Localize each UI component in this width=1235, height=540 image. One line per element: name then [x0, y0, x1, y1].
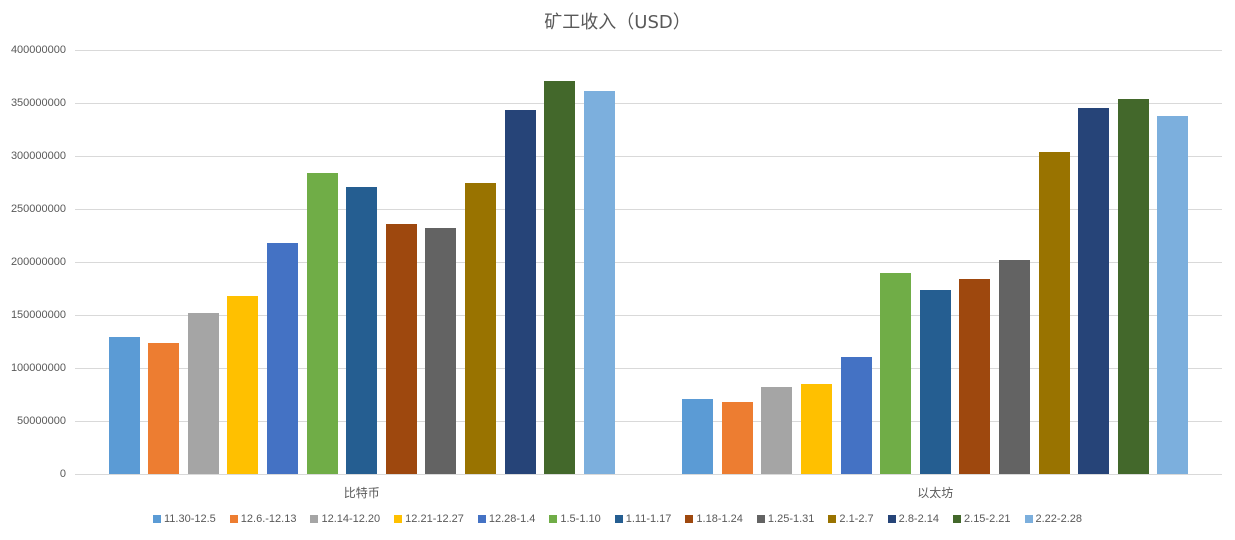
bar — [583, 91, 615, 474]
legend-swatch-icon — [549, 515, 558, 523]
bar — [1157, 115, 1189, 474]
legend-swatch-icon — [614, 515, 623, 523]
bar — [385, 223, 417, 474]
legend-item: 1.25-1.31 — [756, 513, 815, 525]
legend-label: 1.18-1.24 — [696, 513, 743, 525]
legend-item: 12.14-12.20 — [310, 513, 380, 525]
bar — [346, 186, 378, 474]
chart-title: 矿工收入（USD） — [544, 12, 691, 33]
legend-item: 11.30-12.5 — [153, 513, 216, 525]
gridline — [75, 262, 1222, 263]
bar — [465, 182, 497, 474]
legend-label: 12.6.-12.13 — [240, 513, 297, 525]
legend-label: 11.30-12.5 — [164, 513, 216, 525]
bar — [721, 401, 753, 474]
plot-area — [75, 50, 1222, 475]
gridline — [75, 421, 1222, 422]
bar — [1117, 98, 1149, 474]
legend-item: 2.15-2.21 — [953, 513, 1011, 525]
legend-label: 2.15-2.21 — [964, 513, 1011, 525]
legend-label: 12.14-12.20 — [321, 513, 381, 525]
legend-item: 1.11-1.17 — [614, 513, 672, 525]
legend-swatch-icon — [394, 515, 403, 523]
bar — [800, 383, 832, 474]
legend-item: 2.1-2.7 — [828, 513, 874, 525]
gridline — [75, 103, 1222, 104]
legend-item: 1.18-1.24 — [685, 513, 743, 525]
y-tick-label: 0 — [59, 468, 66, 480]
legend-swatch-icon — [310, 515, 319, 523]
legend-item: 2.22-2.28 — [1024, 513, 1082, 525]
gridline — [75, 474, 1222, 475]
legend-label: 2.22-2.28 — [1035, 513, 1082, 525]
bar — [880, 272, 912, 474]
legend-item: 2.8-2.14 — [887, 513, 940, 525]
legend-label: 12.28-1.4 — [488, 513, 536, 525]
legend-swatch-icon — [953, 515, 962, 523]
legend-label: 1.25-1.31 — [767, 513, 815, 525]
bar — [227, 295, 259, 474]
legend-swatch-icon — [477, 515, 486, 523]
bar — [998, 259, 1030, 474]
bar — [919, 289, 951, 474]
gridline — [75, 156, 1222, 157]
legend-label: 12.21-12.27 — [405, 513, 464, 525]
x-category-label: 以太坊 — [917, 486, 954, 500]
y-tick-label: 200000000 — [10, 256, 66, 268]
x-category-label: 比特币 — [343, 486, 380, 500]
y-tick-label: 300000000 — [10, 150, 66, 162]
bar — [1038, 151, 1070, 474]
gridline — [75, 50, 1222, 51]
bar — [504, 110, 536, 474]
y-tick-label: 50000000 — [17, 415, 66, 427]
legend-label: 2.8-2.14 — [898, 513, 940, 525]
bar — [187, 312, 219, 474]
legend-item: 12.6.-12.13 — [229, 513, 297, 525]
legend-swatch-icon — [887, 515, 896, 523]
bar — [108, 337, 140, 474]
legend-swatch-icon — [685, 515, 694, 523]
bar — [840, 357, 872, 474]
bar — [306, 172, 338, 474]
bar — [1078, 108, 1110, 474]
y-tick-label: 150000000 — [10, 309, 66, 321]
legend-label: 1.5-1.10 — [560, 513, 601, 525]
bar — [148, 342, 180, 474]
legend-item: 12.28-1.4 — [477, 513, 536, 525]
legend-swatch-icon — [756, 515, 765, 523]
bar — [544, 80, 576, 474]
gridline — [75, 315, 1222, 316]
legend-swatch-icon — [153, 515, 161, 523]
legend-item: 12.21-12.27 — [394, 513, 464, 525]
y-tick-label: 250000000 — [10, 203, 66, 215]
y-tick-label: 350000000 — [10, 97, 66, 109]
bar — [761, 387, 793, 474]
legend-swatch-icon — [828, 515, 837, 523]
bar — [267, 242, 299, 474]
legend-label: 2.1-2.7 — [839, 513, 874, 525]
legend: 11.30-12.5 12.6.-12.13 12.14-12.20 12.21-12… — [0, 513, 1235, 525]
y-tick-label: 400000000 — [10, 44, 66, 56]
legend-label: 1.11-1.17 — [625, 513, 672, 525]
bar — [959, 278, 991, 474]
bar — [682, 398, 714, 474]
bar — [425, 228, 457, 474]
legend-item: 1.5-1.10 — [549, 513, 601, 525]
legend-swatch-icon — [229, 515, 238, 523]
gridline — [75, 368, 1222, 369]
legend-swatch-icon — [1024, 515, 1033, 523]
y-tick-label: 100000000 — [10, 362, 66, 374]
gridline — [75, 209, 1222, 210]
